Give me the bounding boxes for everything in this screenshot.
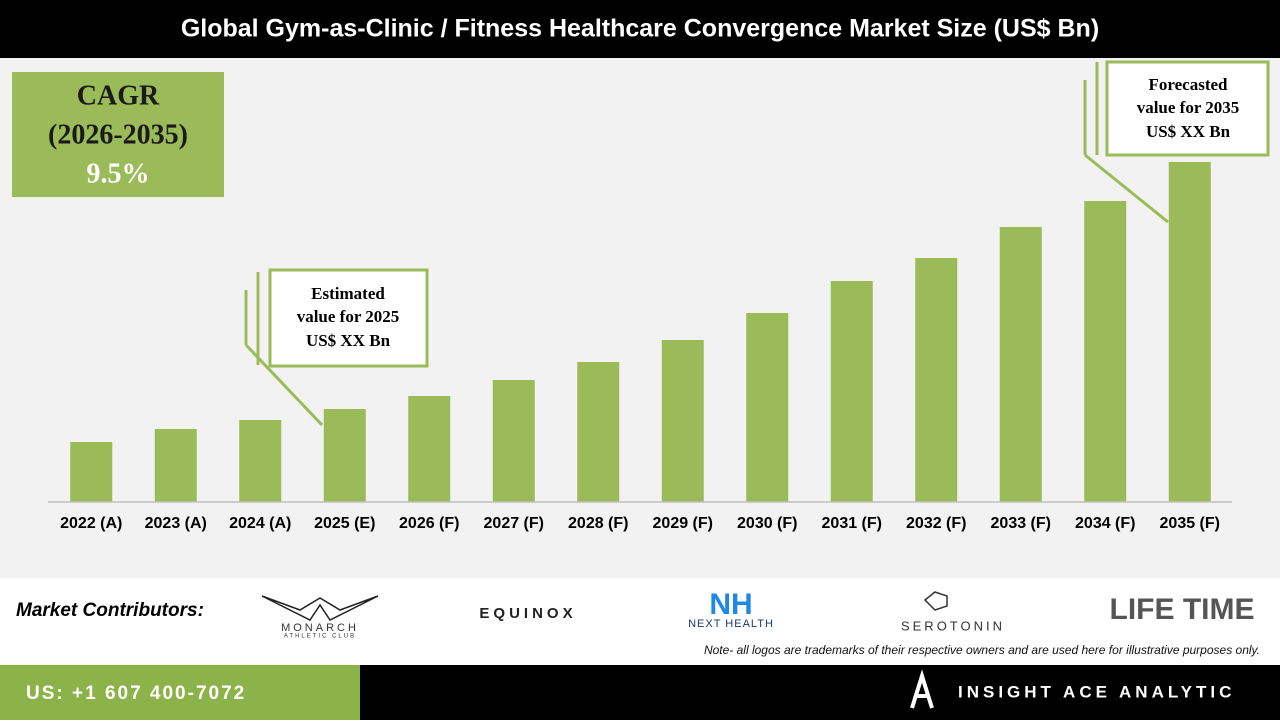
bar [492, 380, 535, 502]
bar [915, 258, 958, 502]
bar [239, 420, 282, 502]
bar [70, 442, 113, 502]
phone: US: +1 607 400-7072 [26, 683, 246, 704]
bar [408, 396, 451, 502]
logo-icon [923, 591, 948, 611]
callout-text: Estimated [311, 284, 385, 303]
bar [661, 340, 704, 502]
callout-box [268, 268, 429, 368]
logo-icon [261, 595, 379, 621]
cagr-period: (2026-2035) [48, 119, 188, 150]
x-tick-label: 2027 (F) [484, 515, 544, 532]
brand: INSIGHT ACE ANALYTIC [958, 682, 1235, 701]
x-tick-label: 2035 (F) [1160, 515, 1220, 532]
cagr-box [12, 72, 224, 197]
title: Global Gym-as-Clinic / Fitness Healthcar… [181, 15, 1099, 43]
bar [577, 362, 620, 502]
x-tick-label: 2030 (F) [737, 515, 797, 532]
x-tick-label: 2028 (F) [568, 515, 628, 532]
logo: EQUINOX [479, 605, 576, 622]
callout-text: value for 2035 [1137, 98, 1240, 117]
x-tick-label: 2023 (A) [145, 515, 207, 532]
bar [999, 227, 1042, 502]
x-tick-label: 2026 (F) [399, 515, 459, 532]
x-tick-label: 2022 (A) [60, 515, 122, 532]
x-tick-label: 2034 (F) [1075, 515, 1135, 532]
logo: MONARCH [281, 622, 359, 634]
cagr-value: 9.5% [87, 158, 150, 189]
callout-box [1105, 60, 1270, 157]
bar [1168, 162, 1211, 502]
bar [154, 429, 197, 502]
logo: ATHLETIC CLUB [284, 634, 356, 640]
x-tick-label: 2024 (A) [229, 515, 291, 532]
cagr-label: CAGR [77, 80, 160, 111]
x-tick-label: 2031 (F) [822, 515, 882, 532]
logo: SEROTONIN [901, 618, 1005, 633]
phone-bar [0, 665, 360, 720]
logo-icon: NH [709, 588, 752, 621]
bar [746, 313, 789, 502]
contributors-label: Market Contributors: [16, 600, 204, 621]
x-tick-label: 2025 (E) [314, 515, 375, 532]
brand-icon [910, 669, 934, 709]
note: Note- all logos are trademarks of their … [704, 643, 1260, 657]
title-bar [0, 0, 1280, 58]
callout-text: Forecasted [1149, 75, 1229, 94]
logo: LIFE TIME [1110, 593, 1255, 626]
callout-text: US$ XX Bn [306, 331, 391, 350]
contributors-area [0, 578, 1280, 665]
x-tick-label: 2032 (F) [906, 515, 966, 532]
bar [323, 409, 366, 502]
x-tick-label: 2033 (F) [991, 515, 1051, 532]
brand-bar [360, 665, 1280, 720]
callout-text: value for 2025 [297, 307, 400, 326]
callout-text: US$ XX Bn [1146, 122, 1231, 141]
x-tick-label: 2029 (F) [653, 515, 713, 532]
callout-connector [244, 62, 1169, 427]
bar [830, 281, 873, 502]
logo: NEXT HEALTH [688, 618, 774, 630]
bar [1084, 201, 1127, 502]
